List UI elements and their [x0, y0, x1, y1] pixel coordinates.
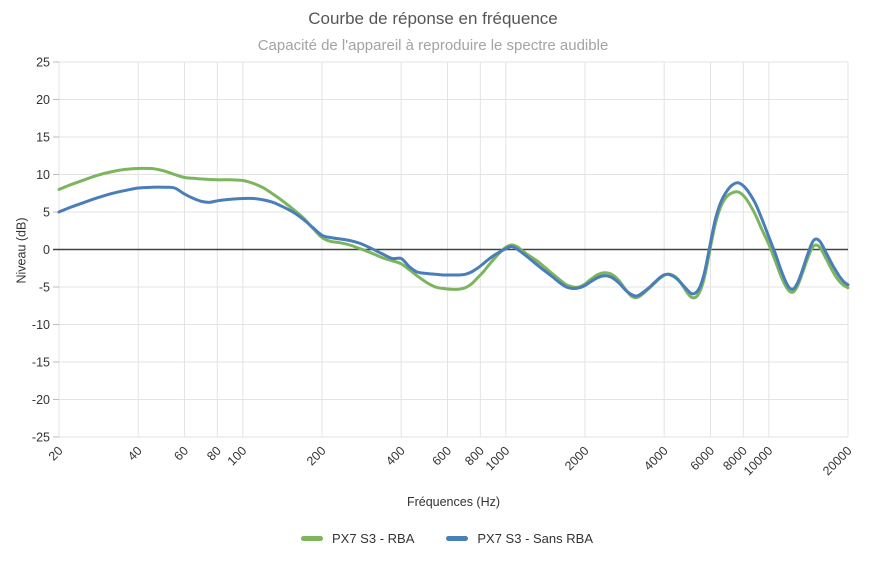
x-tick-label: 400 [383, 444, 408, 469]
x-tick-label: 600 [429, 444, 454, 469]
series-line-0 [57, 166, 850, 300]
x-tick-label: 6000 [688, 444, 718, 474]
chart-subtitle: Capacité de l'appareil à reproduire le s… [257, 37, 609, 54]
y-tick-label: -15 [32, 356, 50, 370]
x-tick-label: 80 [204, 444, 224, 464]
legend-label: PX7 S3 - RBA [332, 530, 415, 546]
x-tick-label: 20000 [820, 444, 855, 479]
y-axis-title: Niveau (dB) [14, 217, 29, 284]
x-tick-label: 10000 [741, 444, 776, 479]
chart-title: Courbe de réponse en fréquence [308, 9, 558, 28]
x-tick-label: 20 [46, 444, 66, 464]
series-line-1 [57, 181, 850, 298]
y-tick-label: 20 [36, 93, 50, 107]
y-tick-label: -25 [32, 431, 50, 445]
y-tick-label: 0 [43, 243, 50, 257]
y-tick-label: -10 [32, 318, 50, 332]
y-tick-label: -5 [39, 281, 50, 295]
y-tick-label: 10 [36, 168, 50, 182]
x-tick-label: 200 [304, 444, 329, 469]
x-tick-label: 2000 [562, 444, 592, 474]
y-tick-label: 25 [36, 56, 50, 70]
x-axis-title: Fréquences (Hz) [406, 495, 501, 509]
x-tick-label: 40 [125, 444, 145, 464]
legend-label: PX7 S3 - Sans RBA [477, 530, 593, 546]
legend-swatch-icon [446, 535, 469, 541]
y-tick-label: -20 [32, 393, 50, 407]
y-tick-label: 5 [43, 206, 50, 220]
y-tick-label: 15 [36, 131, 50, 145]
x-tick-label: 1000 [483, 444, 513, 474]
legend: PX7 S3 - RBA PX7 S3 - Sans RBA [0, 528, 894, 548]
x-tick-label: 100 [225, 444, 250, 469]
legend-item-1: PX7 S3 - Sans RBA [446, 531, 593, 546]
legend-item-0: PX7 S3 - RBA [301, 531, 414, 546]
x-tick-label: 60 [171, 444, 191, 464]
x-tick-label: 4000 [641, 444, 671, 474]
legend-swatch-icon [301, 535, 323, 541]
